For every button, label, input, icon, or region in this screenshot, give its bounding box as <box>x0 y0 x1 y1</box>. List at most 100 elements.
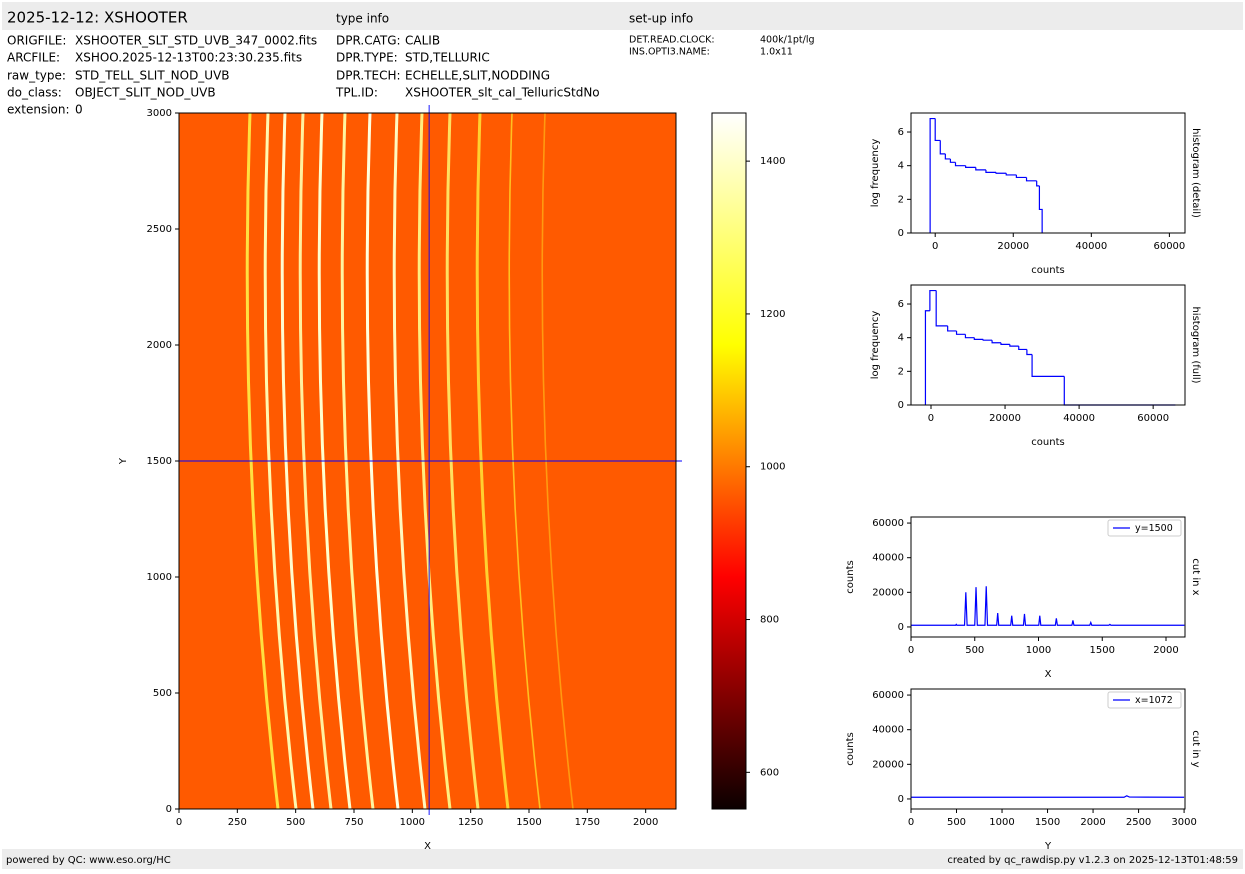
y-tick-label: 20000 <box>872 587 904 598</box>
histogram-step <box>1031 354 1065 377</box>
x-tick-label: 1000 <box>400 817 425 828</box>
info-key: ARCFILE: <box>7 51 60 65</box>
x-tick-label: 0 <box>176 817 182 828</box>
info-key: DPR.TECH: <box>336 69 401 83</box>
x-tick-label: 60000 <box>1137 413 1169 424</box>
y-axis-label: counts <box>845 732 856 765</box>
histogram-step <box>1018 346 1027 351</box>
y-tick-label: 4 <box>898 333 904 344</box>
info-key: TPL.ID: <box>335 86 378 100</box>
histogram-step <box>973 337 984 340</box>
axes-frame <box>711 112 747 810</box>
histogram-step <box>924 310 930 405</box>
histogram-step <box>991 340 1001 344</box>
info-key: extension: <box>7 103 70 117</box>
x-tick-label: 250 <box>228 817 247 828</box>
info-value: ECHELLE,SLIT,NODDING <box>405 69 550 83</box>
footer-left: powered by QC: www.eso.org/HC <box>6 855 171 866</box>
x-tick-label: 1500 <box>1090 645 1115 656</box>
colorbar <box>712 113 746 809</box>
x-tick-label: 2000 <box>633 817 658 828</box>
side-label: cut in x <box>1190 558 1201 595</box>
histogram-step <box>954 162 966 167</box>
info-key: DPR.TYPE: <box>336 51 398 65</box>
x-tick-label: 1500 <box>1035 817 1060 828</box>
y-tick-label: 0 <box>166 804 172 815</box>
x-tick-label: 60000 <box>1153 241 1185 252</box>
legend-label: y=1500 <box>1135 523 1173 534</box>
x-axis-label: counts <box>1031 265 1064 276</box>
y-tick-label: 2000 <box>147 340 172 351</box>
histogram-step <box>995 172 1007 174</box>
info-key: DET.READ.CLOCK: <box>629 35 715 46</box>
x-tick-label: 2000 <box>1153 645 1178 656</box>
y-tick-label: 500 <box>153 688 172 699</box>
histogram-step <box>944 153 951 160</box>
x-tick-label: 1750 <box>575 817 600 828</box>
x-tick-label: 2500 <box>1126 817 1151 828</box>
y-tick-label: 1200 <box>760 309 785 320</box>
legend-box <box>1107 519 1182 537</box>
y-tick-label: 0 <box>898 622 904 633</box>
x-tick-label: 0 <box>928 413 934 424</box>
histogram-step <box>1000 342 1010 346</box>
info-value: STD,TELLURIC <box>405 51 490 65</box>
info-key: INS.OPTI3.NAME: <box>629 47 710 58</box>
histogram-step <box>1009 344 1019 347</box>
histogram-step <box>975 167 986 171</box>
y-tick-label: 40000 <box>872 725 904 736</box>
histogram-step <box>939 140 946 155</box>
histogram-step <box>964 334 975 339</box>
x-axis-label: X <box>424 841 431 852</box>
side-label: histogram (detail) <box>1190 128 1201 218</box>
x-tick-label: 20000 <box>989 413 1021 424</box>
x-tick-label: 1250 <box>458 817 483 828</box>
y-tick-label: 600 <box>760 767 779 778</box>
setup-heading: set-up info <box>629 12 693 26</box>
histogram-step <box>947 325 957 332</box>
info-value: 0 <box>75 103 83 117</box>
y-tick-label: 2 <box>898 194 904 205</box>
y-tick-label: 0 <box>898 228 904 239</box>
legend-box <box>1107 691 1182 709</box>
y-tick-label: 0 <box>898 400 904 411</box>
axes-frame <box>910 112 1186 234</box>
footer-right: created by qc_rawdisp.py v1.2.3 on 2025-… <box>947 855 1238 866</box>
y-tick-label: 2 <box>898 366 904 377</box>
y-tick-label: 6 <box>898 127 904 138</box>
cut-line <box>911 586 1185 626</box>
x-tick-label: 500 <box>286 817 305 828</box>
info-value: XSHOO.2025-12-13T00:23:30.235.fits <box>75 51 302 65</box>
y-axis-label: log frequency <box>870 311 881 380</box>
histogram-step <box>1005 173 1017 176</box>
info-value: OBJECT_SLIT_NOD_UVB <box>75 86 216 100</box>
x-axis-label: counts <box>1031 437 1064 448</box>
info-value: 1.0x11 <box>760 47 793 58</box>
info-key: raw_type: <box>7 69 66 83</box>
x-axis-label: Y <box>1044 841 1052 852</box>
y-tick-label: 800 <box>760 615 779 626</box>
info-value: XSHOOTER_SLT_STD_UVB_347_0002.fits <box>75 34 317 48</box>
histogram-step <box>955 330 966 335</box>
x-tick-label: 40000 <box>1063 413 1095 424</box>
info-value: XSHOOTER_slt_cal_TelluricStdNo <box>405 86 600 100</box>
histogram-step <box>1036 180 1040 187</box>
y-tick-label: 1000 <box>147 572 172 583</box>
type-heading: type info <box>336 12 389 26</box>
legend-label: x=1072 <box>1135 695 1173 706</box>
x-tick-label: 1500 <box>516 817 541 828</box>
histogram-step <box>985 169 997 174</box>
axes-frame <box>910 284 1186 406</box>
histogram-step <box>949 158 956 163</box>
x-tick-label: 0 <box>932 241 938 252</box>
histogram-step <box>965 165 976 168</box>
histogram-step <box>982 339 993 341</box>
y-tick-label: 20000 <box>872 759 904 770</box>
info-value: 400k/1pt/lg <box>760 35 815 46</box>
x-tick-label: 500 <box>947 817 966 828</box>
y-tick-label: 2500 <box>147 224 172 235</box>
x-tick-label: 1000 <box>1026 645 1051 656</box>
info-key: ORIGFILE: <box>7 34 66 48</box>
y-axis-label: log frequency <box>870 139 881 208</box>
